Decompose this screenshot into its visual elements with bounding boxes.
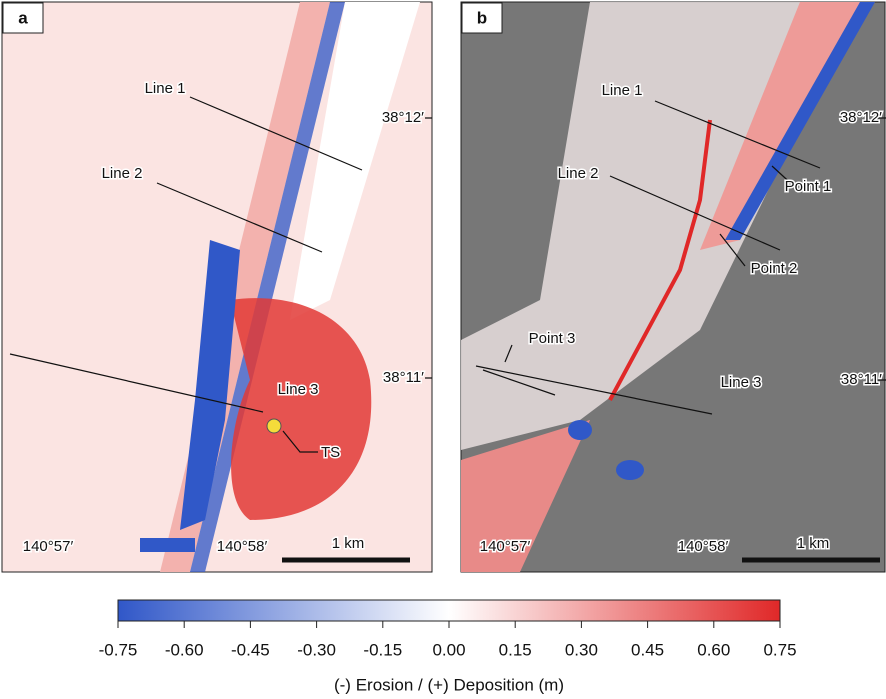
panel-a: a Line 1 Line 2 Line 3 TS 38°12′ 38°11′ … — [2, 2, 432, 572]
scale-label: 1 km — [332, 535, 365, 552]
colorbar-tick-label: -0.30 — [297, 640, 336, 659]
colorbar-tick-label: 0.00 — [432, 640, 465, 659]
colorbar-tick-label: 0.75 — [763, 640, 796, 659]
colorbar-tick-label: -0.15 — [363, 640, 402, 659]
colorbar-tick-label: -0.45 — [231, 640, 270, 659]
latitude-label: 38°11′ — [841, 371, 882, 388]
scale-label: 1 km — [797, 535, 830, 552]
colorbar-tick-label: -0.75 — [99, 640, 138, 659]
annotation: Point 1 — [785, 178, 832, 195]
latitude-label: 38°12′ — [840, 109, 882, 126]
colorbar-tick-label: 0.15 — [499, 640, 532, 659]
erosion — [568, 420, 592, 440]
colorbar-tick-label: 0.60 — [697, 640, 730, 659]
annotation: Line 3 — [278, 381, 319, 398]
annotation: Point 3 — [529, 330, 576, 347]
latitude-label: 38°11′ — [383, 369, 424, 386]
annotation: Line 2 — [558, 165, 599, 182]
annotation: Line 1 — [602, 82, 643, 99]
annotation: Line 1 — [145, 80, 186, 97]
figure: a Line 1 Line 2 Line 3 TS 38°12′ 38°11′ … — [0, 0, 886, 699]
annotation: TS — [321, 444, 340, 461]
colorbar-tick-label: 0.45 — [631, 640, 664, 659]
latitude-label: 38°12′ — [382, 109, 424, 126]
longitude-label: 140°58′ — [217, 538, 268, 555]
longitude-label: 140°57′ — [480, 538, 531, 555]
annotation: Line 3 — [721, 374, 762, 391]
panel-b: b Line 1 Line 2 Line 3 Point 1 Point 2 P… — [461, 2, 886, 572]
colorbar — [118, 600, 780, 621]
colorbar-label: (-) Erosion / (+) Deposition (m) — [334, 675, 564, 694]
colorbar-tick-label: 0.30 — [565, 640, 598, 659]
annotation: Line 2 — [102, 165, 143, 182]
ts-site — [267, 419, 281, 433]
erosion — [140, 538, 195, 552]
colorbar-tick-label: -0.60 — [165, 640, 204, 659]
panel-label: b — [477, 8, 487, 27]
erosion — [616, 460, 644, 480]
longitude-label: 140°57′ — [23, 538, 74, 555]
longitude-label: 140°58′ — [678, 538, 729, 555]
panel-label: a — [18, 8, 28, 27]
annotation: Point 2 — [751, 260, 798, 277]
